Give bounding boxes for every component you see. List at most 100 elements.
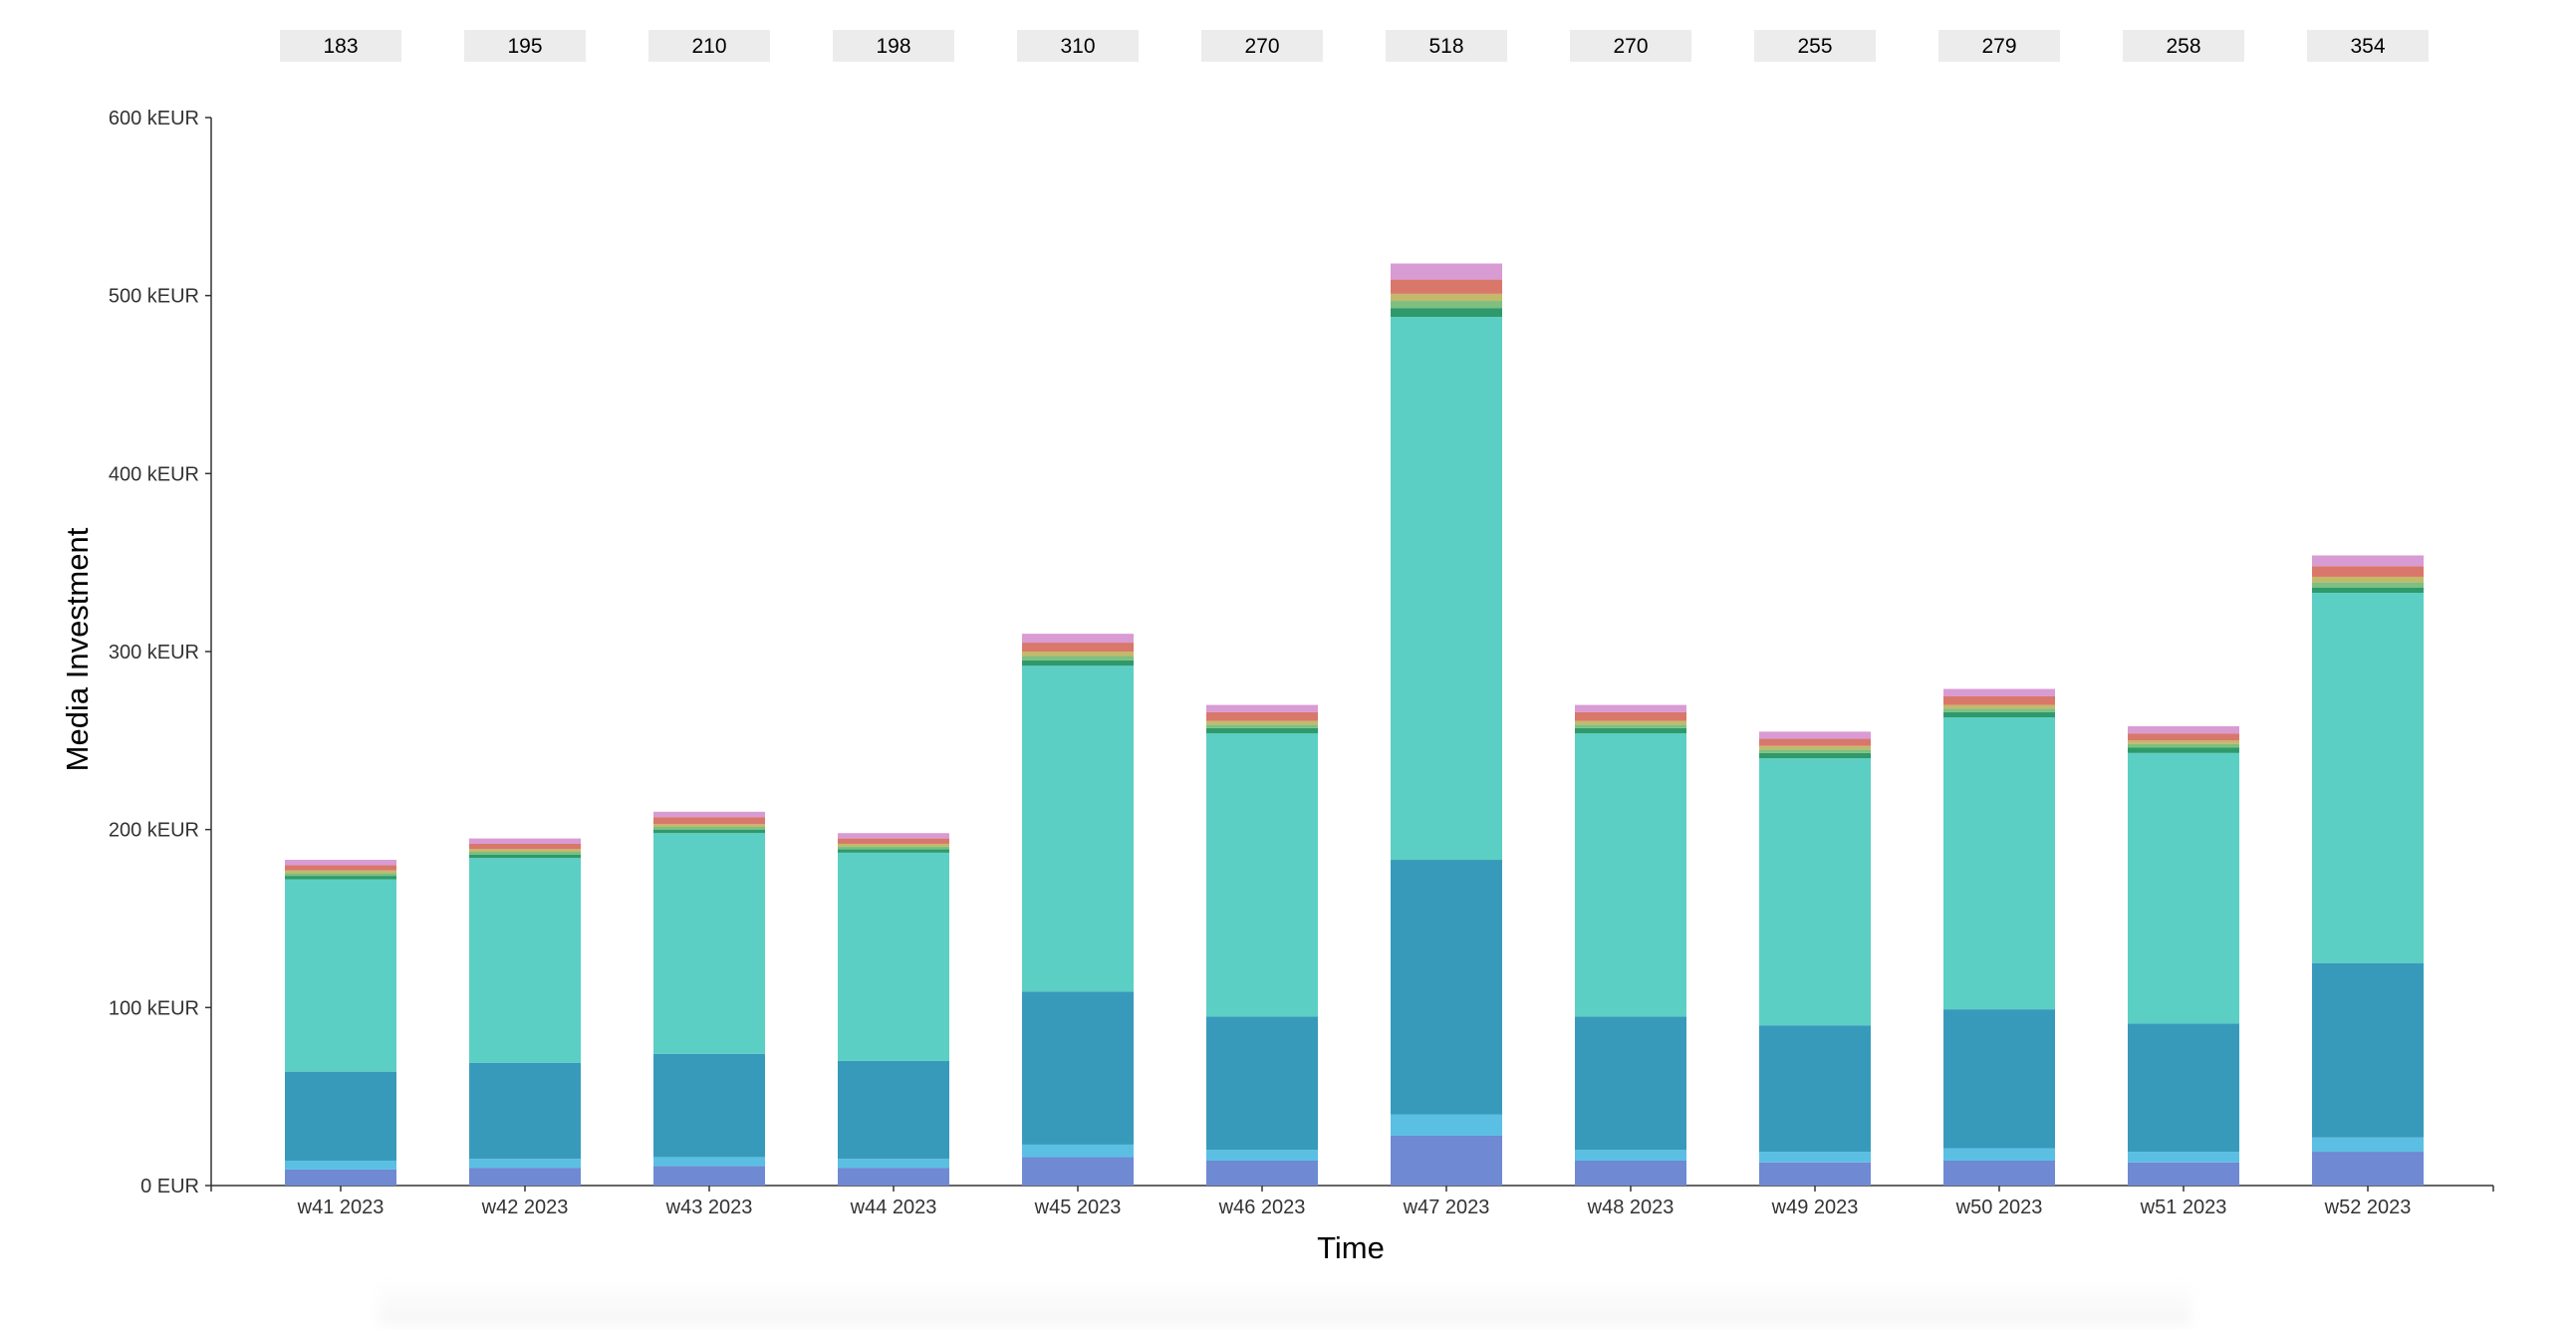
bar-segment[interactable] [838,1159,949,1169]
bar-segment[interactable] [1575,727,1686,734]
bar-segment[interactable] [653,1053,765,1158]
bar-segment[interactable] [1943,688,2055,696]
bar-segment[interactable] [469,838,581,844]
bar-segment[interactable] [1206,720,1318,725]
bar-segment[interactable] [1206,1160,1318,1186]
bar-segment[interactable] [653,833,765,1054]
bar-segment[interactable] [1206,1150,1318,1161]
bar-segment[interactable] [1391,279,1502,294]
bar-segment[interactable] [469,858,581,1063]
bar-segment[interactable] [1759,745,1871,750]
bar-segment[interactable] [285,873,396,877]
bar-segment[interactable] [1759,731,1871,739]
bar-segment[interactable] [653,824,765,827]
bar-segment[interactable] [285,879,396,1072]
bar-segment[interactable] [1022,1157,1134,1186]
bar-segment[interactable] [285,860,396,866]
bar-segment[interactable] [1022,634,1134,644]
bar-segment[interactable] [1391,1114,1502,1136]
bar-segment[interactable] [2312,576,2424,583]
bar-segment[interactable] [1206,704,1318,712]
bar-segment[interactable] [1575,720,1686,725]
bar-segment[interactable] [469,843,581,850]
bar-segment[interactable] [1759,752,1871,759]
bar-segment[interactable] [2312,587,2424,594]
bar-segment[interactable] [2312,962,2424,1138]
bar-segment[interactable] [838,1168,949,1186]
bar-segment[interactable] [1391,293,1502,302]
bar-segment[interactable] [653,829,765,834]
bar-segment[interactable] [1391,317,1502,861]
bar-segment[interactable] [838,843,949,847]
bar-segment[interactable] [1022,656,1134,661]
bar-segment[interactable] [469,1062,581,1160]
bar-segment[interactable] [1022,991,1134,1145]
bar-segment[interactable] [1575,724,1686,728]
bar-segment[interactable] [1575,711,1686,721]
bar-segment[interactable] [2312,582,2424,588]
bar-segment[interactable] [838,846,949,850]
bar-segment[interactable] [1759,1025,1871,1153]
bar-segment[interactable] [2128,740,2239,744]
bar-segment[interactable] [838,1060,949,1160]
bar-segment[interactable] [285,865,396,871]
bar-segment[interactable] [1575,1016,1686,1151]
bar-segment[interactable] [469,849,581,852]
bar-segment[interactable] [1022,652,1134,657]
bar-segment[interactable] [1022,665,1134,992]
bar-segment[interactable] [1943,1160,2055,1186]
bar-segment[interactable] [2128,726,2239,734]
bar-segment[interactable] [2128,1023,2239,1153]
bar-segment[interactable] [1943,711,2055,718]
bar-segment[interactable] [285,1160,396,1170]
bar-segment[interactable] [1943,1009,2055,1149]
bar-segment[interactable] [1759,749,1871,753]
bar-segment[interactable] [1759,738,1871,746]
bar-segment[interactable] [469,1159,581,1169]
bar-segment[interactable] [653,1166,765,1186]
bar-segment[interactable] [1575,733,1686,1017]
bar-segment[interactable] [838,838,949,844]
bar-segment[interactable] [1206,727,1318,734]
bar-segment[interactable] [1943,695,2055,705]
bar-segment[interactable] [1391,308,1502,318]
bar-segment[interactable] [1206,711,1318,721]
bar-segment[interactable] [1575,704,1686,712]
bar-segment[interactable] [653,817,765,825]
bar-segment[interactable] [1943,708,2055,712]
bar-segment[interactable] [653,826,765,830]
bar-segment[interactable] [838,849,949,853]
bar-segment[interactable] [1575,1160,1686,1186]
bar-segment[interactable] [469,852,581,855]
bar-segment[interactable] [1759,1152,1871,1163]
bar-segment[interactable] [653,1157,765,1167]
bar-segment[interactable] [1022,643,1134,652]
bar-segment[interactable] [1759,758,1871,1026]
bar-segment[interactable] [1575,1150,1686,1161]
bar-segment[interactable] [1022,1144,1134,1158]
bar-segment[interactable] [2128,743,2239,748]
bar-segment[interactable] [1391,263,1502,280]
bar-segment[interactable] [1391,301,1502,309]
bar-segment[interactable] [2128,1152,2239,1163]
bar-segment[interactable] [1391,860,1502,1115]
bar-segment[interactable] [285,1071,396,1161]
bar-segment[interactable] [469,854,581,859]
bar-segment[interactable] [1759,1162,1871,1186]
bar-segment[interactable] [469,1168,581,1186]
bar-segment[interactable] [2128,747,2239,753]
bar-segment[interactable] [285,1169,396,1186]
bar-segment[interactable] [2128,752,2239,1024]
bar-segment[interactable] [2128,733,2239,741]
bar-segment[interactable] [1206,733,1318,1017]
bar-segment[interactable] [2128,1162,2239,1186]
bar-segment[interactable] [1206,1016,1318,1151]
bar-segment[interactable] [1391,1135,1502,1186]
bar-segment[interactable] [285,876,396,880]
bar-segment[interactable] [2312,1137,2424,1153]
bar-segment[interactable] [653,811,765,818]
bar-segment[interactable] [1943,704,2055,709]
bar-segment[interactable] [1022,660,1134,666]
bar-segment[interactable] [2312,555,2424,567]
bar-segment[interactable] [2312,1152,2424,1186]
